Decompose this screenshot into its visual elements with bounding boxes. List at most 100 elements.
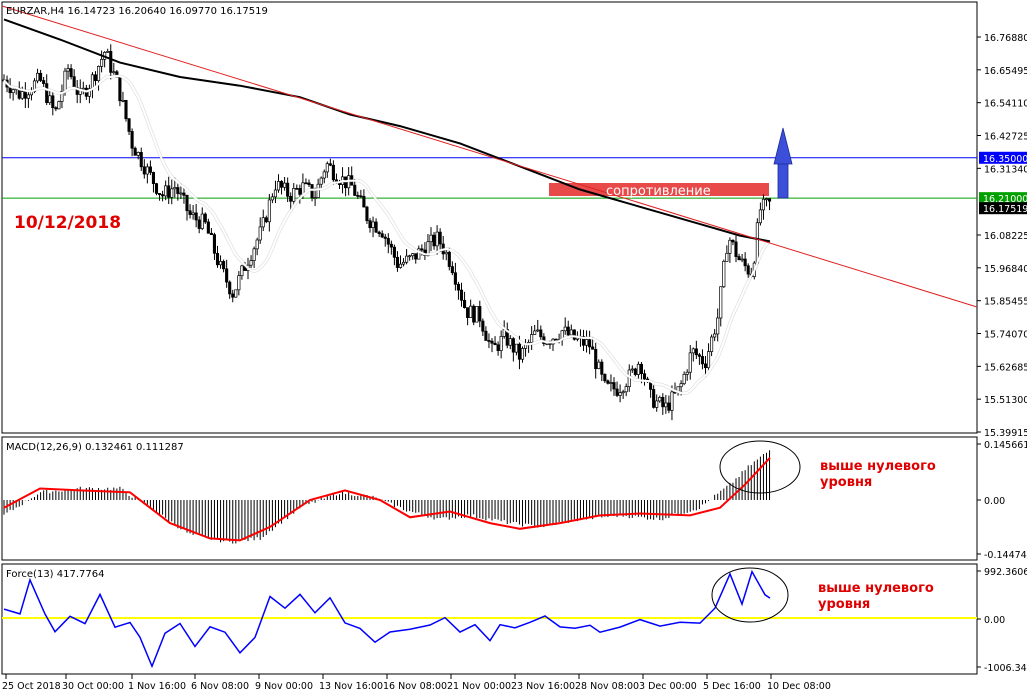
candle-body <box>469 305 473 318</box>
macd-annotation-line1: выше нулевого <box>820 459 936 474</box>
candle-body <box>267 199 271 223</box>
candle-body <box>222 261 226 270</box>
force-header: Force(13) 417.7764 <box>6 569 104 580</box>
candle-body <box>124 100 128 120</box>
candle-body <box>313 197 317 199</box>
candle-body <box>365 206 369 222</box>
candle-body <box>225 268 229 283</box>
candle-body <box>737 256 741 261</box>
candle-body <box>603 373 607 382</box>
candle-body <box>148 166 152 173</box>
candle-body <box>710 336 714 352</box>
macd-annotation-line2: уровня <box>820 475 872 490</box>
time-tick-label: 3 Dec 00:00 <box>639 681 697 692</box>
candle-body <box>664 402 668 408</box>
candle-body <box>496 344 500 351</box>
candle-body <box>194 212 198 221</box>
candle-body <box>642 373 647 380</box>
candle-body <box>362 196 366 208</box>
candle-body <box>374 221 378 233</box>
candle-body <box>463 299 467 308</box>
candle-body <box>11 89 15 94</box>
candle-body <box>295 188 299 190</box>
candle-body <box>60 91 64 102</box>
time-tick-label: 5 Dec 16:00 <box>703 681 761 692</box>
candle-body <box>188 210 192 215</box>
candle-body <box>130 131 134 149</box>
price-tick-label: 15.96840 <box>984 264 1027 275</box>
price-tick-label: 16.42725 <box>984 132 1027 143</box>
candle-body <box>270 196 274 201</box>
candle-body <box>591 346 595 350</box>
candle-body <box>572 329 576 340</box>
time-tick-label: 6 Nov 08:00 <box>191 681 249 692</box>
time-tick-label: 21 Nov 00:00 <box>447 681 511 692</box>
main-panel[interactable] <box>1 1 978 434</box>
time-tick-label: 10 Dec 08:00 <box>767 681 831 692</box>
candle-body <box>655 400 659 408</box>
time-tick-label: 28 Nov 08:00 <box>575 681 639 692</box>
candle-body <box>639 363 644 375</box>
candle-body <box>200 213 204 229</box>
candle-body <box>398 263 403 268</box>
candle-body <box>438 231 442 245</box>
candle-body <box>734 241 738 257</box>
candle-body <box>249 260 253 266</box>
price-tick-label: 16.08225 <box>984 231 1027 242</box>
resistance-box <box>549 183 769 196</box>
candle-body <box>258 226 262 241</box>
candle-body <box>621 391 625 394</box>
candle-body <box>42 80 46 84</box>
candle-body <box>151 172 156 184</box>
candle-body <box>356 195 360 197</box>
candle-body <box>261 217 265 228</box>
candle-body <box>658 397 662 402</box>
candle-body <box>615 388 619 396</box>
candle-body <box>533 330 537 335</box>
price-tick-label: 15.51300 <box>984 395 1027 406</box>
macd-panel[interactable] <box>1 436 978 561</box>
candle-body <box>353 184 357 196</box>
blue-level-label: 16.35000 <box>983 154 1027 165</box>
candle-body <box>554 338 558 341</box>
candle-body <box>612 382 616 390</box>
candle-body <box>54 107 58 110</box>
candle-body <box>685 371 689 375</box>
candle-body <box>767 198 772 202</box>
candle-body <box>432 234 436 247</box>
candle-body <box>606 380 610 384</box>
force-annotation-line1: выше нулевого <box>818 581 934 596</box>
candle-body <box>158 193 162 195</box>
candle-body <box>703 363 708 369</box>
candle-body <box>185 194 189 212</box>
candle-body <box>633 368 637 375</box>
candle-body <box>548 343 552 345</box>
candle-body <box>408 255 412 258</box>
force-index-line <box>3 569 771 669</box>
candle-body <box>569 329 573 336</box>
candle-body <box>453 272 457 285</box>
candle-body <box>536 329 540 332</box>
candle-body <box>316 183 320 198</box>
candle-body <box>127 118 131 132</box>
candle-body <box>359 195 363 198</box>
candle-body <box>466 307 470 318</box>
up-arrow-shaft <box>777 162 789 199</box>
candle-body <box>191 212 195 215</box>
fast-ma-line <box>3 74 771 395</box>
candle-body <box>109 51 113 73</box>
candle-body <box>164 185 168 197</box>
candle-body <box>661 397 665 408</box>
candle-body <box>289 195 293 202</box>
candle-body <box>514 343 518 353</box>
candle-body <box>203 213 207 223</box>
current-price-tag <box>979 202 1027 215</box>
candle-body <box>81 87 85 90</box>
candle-body <box>691 348 695 354</box>
candle-body <box>725 252 729 262</box>
force-tick-label: -1006.3499 <box>984 663 1027 674</box>
candle-body <box>112 71 116 74</box>
candle-body <box>35 72 40 82</box>
